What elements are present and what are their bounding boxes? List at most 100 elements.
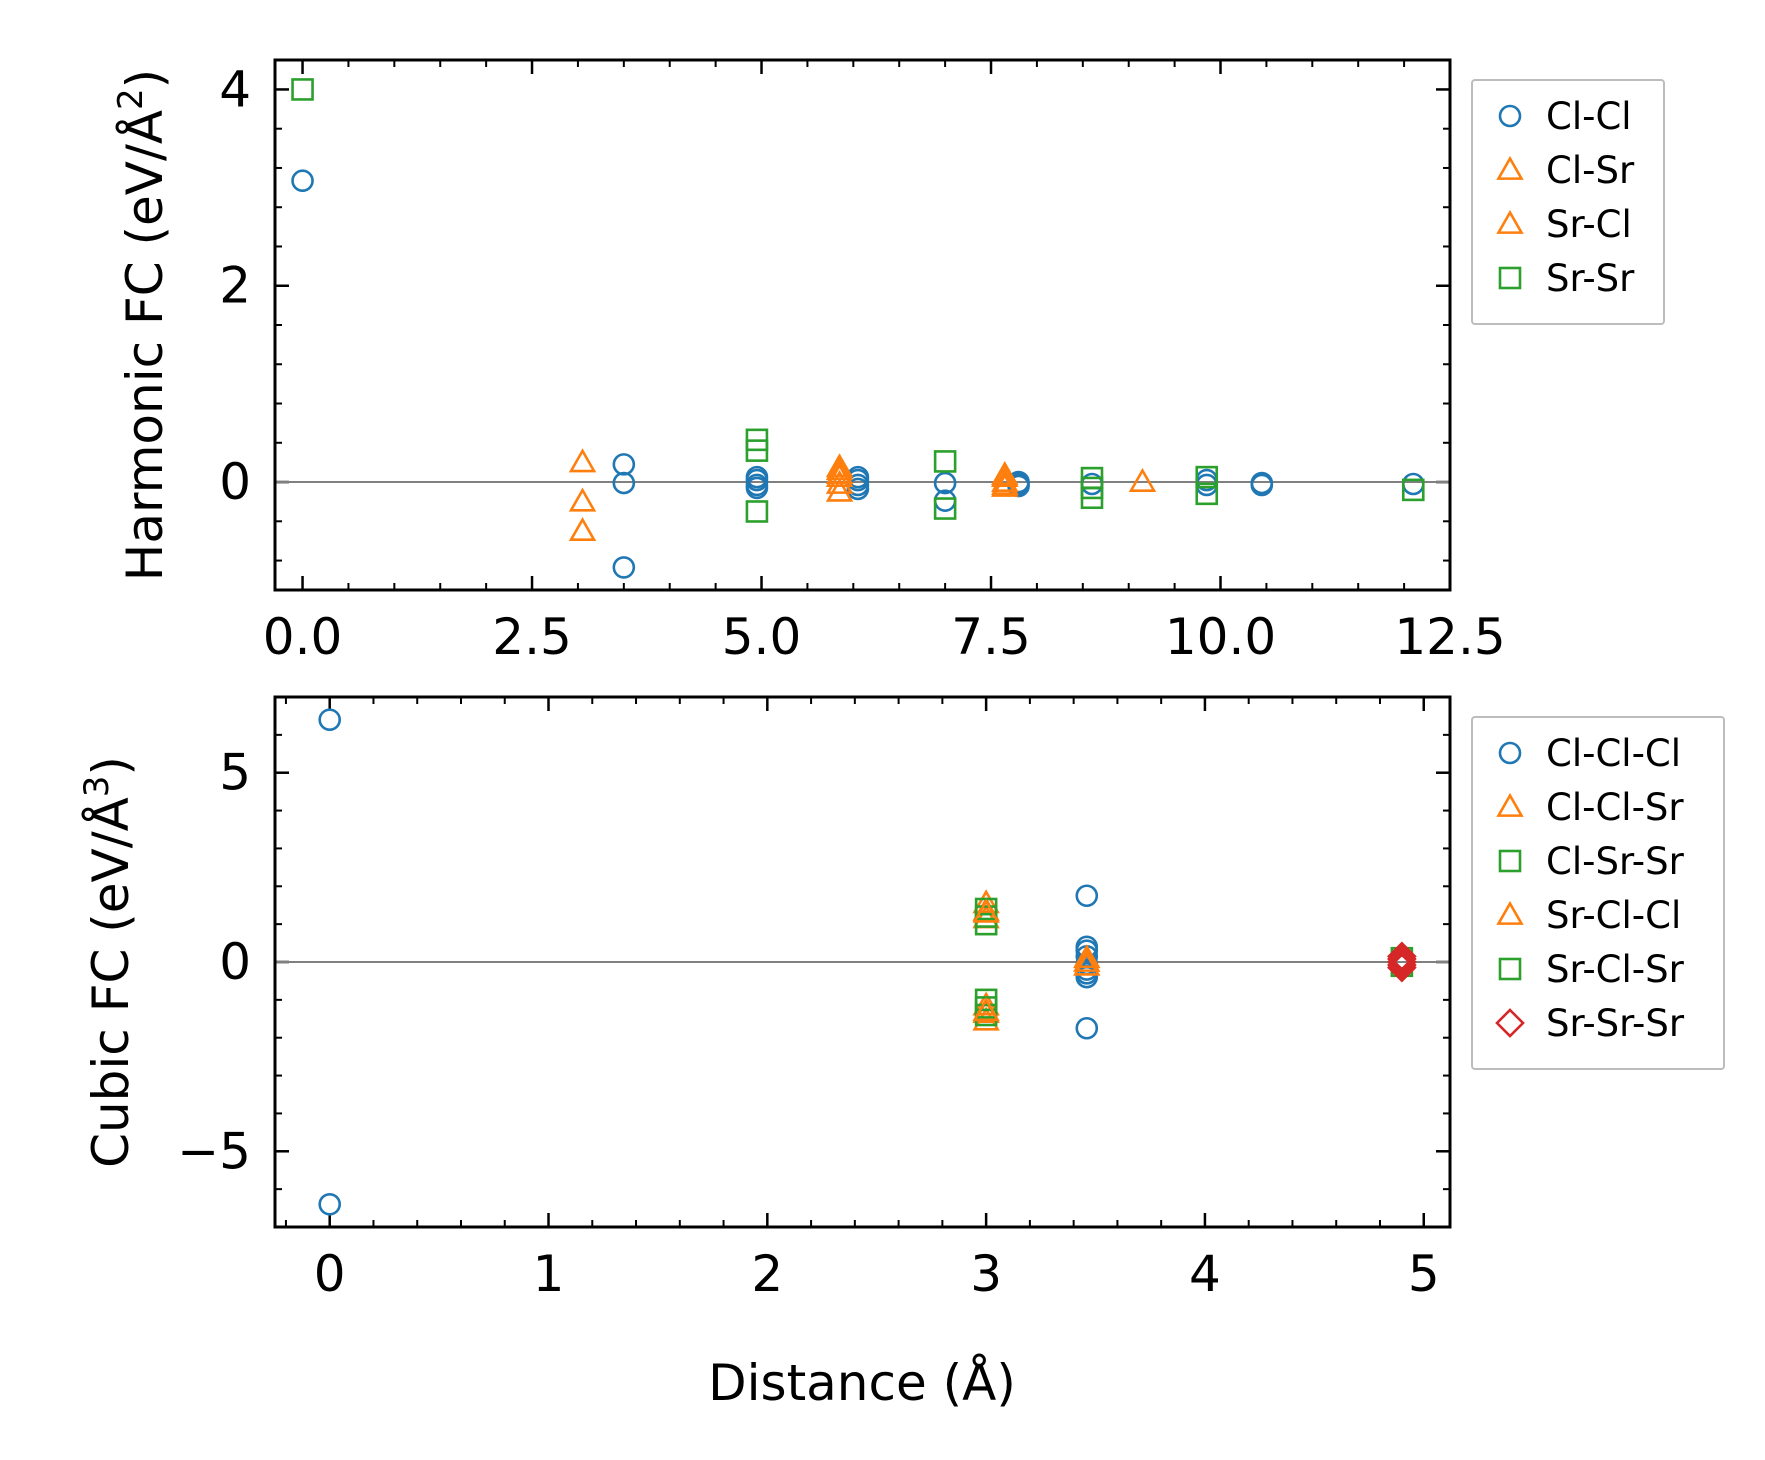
cubic-ticks — [275, 697, 1450, 1227]
legend-box — [1471, 79, 1665, 325]
legend-label: Cl-Sr — [1546, 149, 1635, 192]
x-tick-label: 0 — [314, 1245, 346, 1303]
legend-marker — [1496, 209, 1524, 234]
data-point — [972, 889, 1000, 914]
harmonic-tick-labels: 0.0 2.5 5.0 7.5 10.0 12.5 0 2 4 — [219, 60, 1505, 666]
series-cl-sr — [568, 448, 1157, 542]
data-point — [933, 450, 957, 473]
legend-marker — [1498, 741, 1522, 765]
data-point — [318, 1192, 342, 1216]
x-tick-label: 0.0 — [263, 608, 343, 666]
data-point — [1250, 473, 1274, 497]
data-point — [745, 500, 769, 523]
series-cl-cl — [291, 169, 1425, 579]
y-tick-label: 4 — [219, 60, 251, 118]
data-point — [1387, 941, 1417, 972]
x-tick-label: 5.0 — [722, 608, 802, 666]
data-point — [1073, 944, 1101, 969]
data-point — [1387, 952, 1417, 983]
cubic-data-points — [318, 708, 1417, 1216]
data-point — [1387, 947, 1417, 977]
data-point — [972, 898, 1000, 923]
data-point — [1080, 486, 1104, 510]
series-sr-sr — [291, 78, 1425, 523]
legend-marker — [1498, 957, 1522, 981]
x-tick-label: 2.5 — [492, 608, 572, 666]
data-point — [1075, 1016, 1099, 1040]
data-point — [1401, 478, 1425, 502]
data-point — [1073, 947, 1101, 972]
legend-label: Sr-Cl-Cl — [1546, 894, 1681, 937]
data-point — [1128, 467, 1157, 492]
x-tick-label: 12.5 — [1394, 608, 1505, 666]
legend-marker — [1495, 1008, 1525, 1038]
x-tick-label: 10.0 — [1165, 608, 1276, 666]
x-tick-label: 1 — [533, 1245, 565, 1303]
legend-marker — [1498, 849, 1522, 873]
data-point — [933, 471, 957, 495]
x-tick-label: 7.5 — [951, 608, 1031, 666]
legend-marker — [1498, 104, 1522, 128]
harmonic-fc-panel: 0.0 2.5 5.0 7.5 10.0 12.5 0 2 4 Harmonic FC (eV/… — [111, 58, 1665, 666]
y-tick-label: 2 — [219, 257, 251, 315]
legend-label: Cl-Sr-Sr — [1546, 840, 1685, 883]
series-sr-sr-sr — [1387, 941, 1417, 983]
data-point — [318, 708, 342, 732]
data-point — [825, 453, 854, 478]
x-axis-label: Distance (Å) — [708, 1354, 1016, 1412]
cubic-tick-labels: 0 1 2 3 4 5 −5 0 5 — [177, 744, 1439, 1303]
harmonic-ticks — [275, 60, 1452, 590]
y-tick-label: −5 — [177, 1122, 251, 1180]
harmonic-axes-frame — [273, 58, 1452, 592]
data-point — [1401, 472, 1425, 496]
harmonic-data-points — [291, 78, 1425, 579]
cubic-fc-panel: 0 1 2 3 4 5−505 Cubic FC (eV/Å3) Cl-Cl-ClCl-C… — [77, 695, 1725, 1303]
legend-label: Sr-Sr-Sr — [1546, 1002, 1685, 1045]
data-point — [972, 997, 1000, 1022]
data-point — [1073, 951, 1101, 976]
data-point — [612, 471, 636, 495]
y-tick-label: 0 — [219, 933, 251, 991]
data-point — [933, 497, 957, 520]
series-sr-cl-cl — [972, 898, 1101, 1022]
harmonic-legend: Cl-Cl Cl-Sr Sr-Cl Sr-Sr — [1471, 79, 1665, 325]
data-point — [568, 448, 597, 473]
legend-label: Sr-Cl-Sr — [1546, 948, 1685, 991]
legend-label: Sr-Cl — [1546, 203, 1632, 246]
legend-label: Cl-Cl — [1546, 95, 1632, 138]
data-point — [825, 460, 854, 485]
cubic-legend: Cl-Cl-Cl Cl-Cl-Sr Cl-Sr-Sr Sr-Cl-Cl Sr-Cl-Sr… — [1471, 716, 1725, 1070]
x-tick-label: 4 — [1189, 1245, 1221, 1303]
y-tick-label: 5 — [219, 744, 251, 802]
data-point — [568, 516, 597, 542]
data-point — [825, 477, 854, 502]
harmonic-y-axis-label: Harmonic FC (eV/Å2) — [111, 69, 174, 581]
data-point — [291, 169, 314, 193]
data-point — [1387, 950, 1417, 980]
x-tick-label: 3 — [970, 1245, 1002, 1303]
data-point — [991, 467, 1019, 492]
data-point — [1195, 482, 1219, 506]
legend-marker — [1496, 900, 1524, 925]
data-point — [1387, 944, 1417, 974]
data-point — [974, 912, 998, 936]
data-point — [612, 556, 636, 579]
legend-label: Cl-Cl-Sr — [1546, 786, 1684, 829]
x-tick-label: 2 — [751, 1245, 783, 1303]
data-point — [991, 472, 1019, 497]
cubic-axes-frame — [273, 695, 1452, 1229]
data-point — [568, 487, 597, 512]
legend-box — [1471, 716, 1725, 1070]
data-point — [991, 461, 1019, 486]
x-tick-label: 5 — [1408, 1245, 1440, 1303]
cubic-y-axis-label: Cubic FC (eV/Å3) — [77, 756, 140, 1168]
legend-label: Cl-Cl-Cl — [1546, 732, 1681, 775]
data-point — [745, 476, 769, 500]
legend-marker — [1496, 792, 1524, 817]
data-point — [612, 453, 636, 476]
data-point — [1195, 465, 1219, 489]
legend-label: Sr-Sr — [1546, 257, 1635, 300]
data-point — [745, 439, 769, 462]
legend-marker — [1496, 155, 1524, 180]
